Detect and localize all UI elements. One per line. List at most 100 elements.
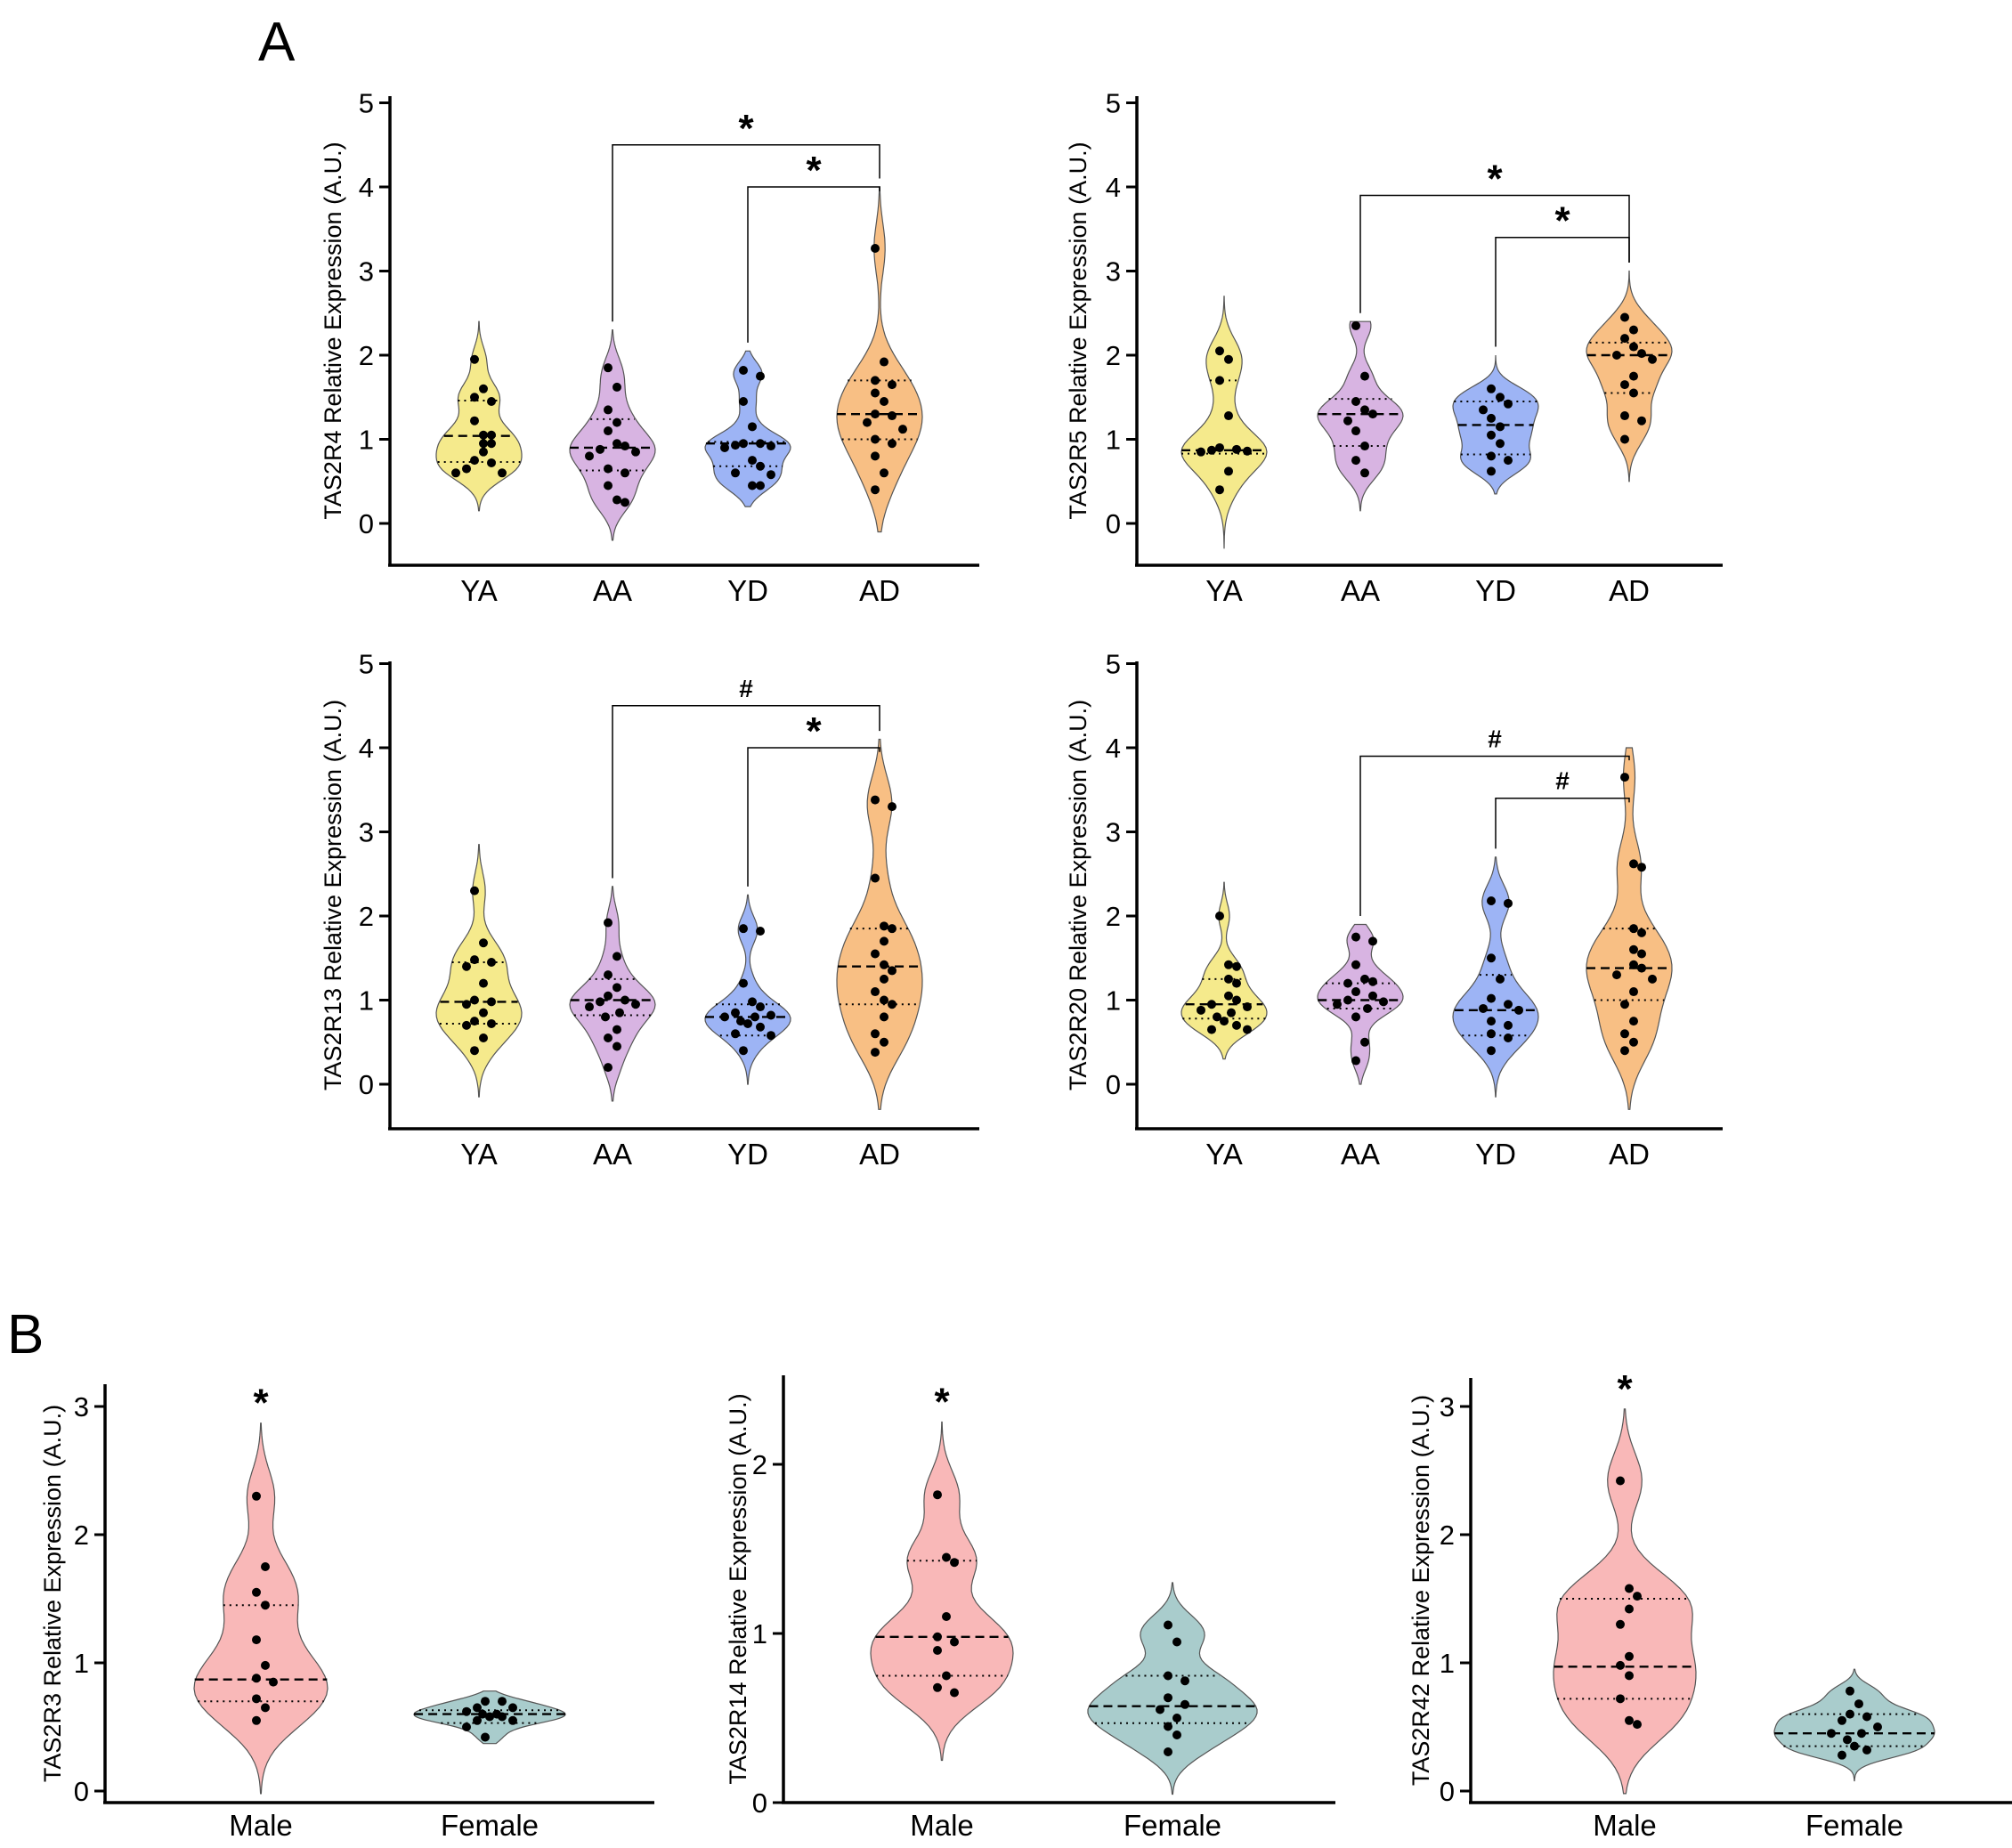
data-point [1487, 953, 1496, 963]
data-point [1197, 447, 1205, 457]
data-point [1232, 995, 1241, 1005]
data-point [1620, 434, 1629, 444]
data-point [1496, 439, 1505, 449]
chart-tas2r3: 0 1 2 3 TAS2R3 Relative Expression (A.U.) Mal… [39, 1382, 654, 1842]
y-tick-label: 2 [1106, 901, 1121, 932]
violin-body [1586, 270, 1673, 482]
data-point [487, 1018, 496, 1028]
data-point [479, 439, 488, 449]
data-point [1843, 1735, 1852, 1745]
data-point [621, 442, 629, 451]
data-point [1351, 932, 1360, 942]
data-point [585, 451, 594, 461]
data-point [1368, 977, 1377, 986]
data-point [1487, 993, 1496, 1003]
data-point [888, 924, 896, 934]
violin-body [1317, 923, 1404, 1085]
y-tick-label: 1 [1106, 985, 1121, 1017]
data-point [462, 464, 471, 474]
violin-body [1452, 354, 1539, 495]
data-point [1232, 978, 1241, 988]
data-point [1156, 1705, 1164, 1714]
data-point [1612, 970, 1621, 980]
data-point [888, 411, 896, 421]
data-point [1873, 1722, 1882, 1731]
data-point [1616, 1694, 1625, 1704]
significance-label: # [1488, 725, 1502, 752]
y-tick-label: 4 [359, 172, 374, 203]
data-point [1496, 393, 1505, 402]
data-point [462, 1722, 471, 1731]
data-point [756, 439, 765, 449]
data-point [1360, 405, 1369, 415]
data-point [871, 485, 880, 495]
violin-body [1553, 1408, 1697, 1795]
data-point [1180, 1676, 1189, 1686]
data-point [252, 1715, 261, 1725]
data-point [252, 1674, 261, 1683]
significance-bracket [612, 705, 880, 879]
data-point [470, 955, 479, 965]
data-point [261, 1660, 270, 1670]
data-point [487, 430, 496, 440]
significance-label: * [738, 107, 754, 150]
data-point [880, 995, 888, 1005]
data-point [1496, 422, 1505, 432]
data-point [604, 1063, 613, 1073]
data-point [1862, 1745, 1871, 1755]
y-tick-label: 1 [1440, 1648, 1455, 1679]
y-tick-label: 2 [359, 901, 374, 932]
data-point [487, 439, 496, 449]
data-point [473, 1703, 482, 1713]
y-axis-title: TAS2R13 Relative Expression (A.U.) [320, 700, 346, 1090]
data-point [1504, 898, 1513, 908]
x-category-label: YA [460, 1138, 498, 1171]
y-tick-label: 0 [1106, 508, 1121, 539]
x-category-label: Male [910, 1809, 974, 1842]
violin-aa [1317, 923, 1404, 1085]
data-point [1629, 1037, 1638, 1047]
data-point [1164, 1722, 1172, 1731]
data-point [470, 416, 479, 426]
data-point [1496, 974, 1505, 984]
data-point [1215, 346, 1224, 356]
data-point [470, 1017, 479, 1026]
data-point [1629, 371, 1638, 381]
data-point [1616, 1476, 1625, 1486]
y-tick-label: 1 [752, 1618, 767, 1649]
data-point [1620, 773, 1629, 782]
data-point [1224, 991, 1233, 1001]
significance-bracket [612, 144, 880, 322]
data-point [1857, 1729, 1866, 1739]
data-point [871, 949, 880, 959]
data-point [1343, 995, 1352, 1005]
data-point [871, 243, 880, 253]
y-axis-title: TAS2R42 Relative Expression (A.U.) [1408, 1395, 1434, 1786]
data-point [1224, 466, 1233, 476]
y-tick-label: 3 [74, 1391, 89, 1422]
data-point [252, 1587, 261, 1597]
data-point [1363, 1003, 1372, 1013]
violin-ya [1180, 881, 1268, 1060]
x-category-label: Male [229, 1809, 293, 1842]
violin-body [1180, 296, 1268, 549]
data-point [1637, 928, 1646, 937]
data-point [487, 396, 496, 406]
violin-female [1087, 1582, 1258, 1795]
data-point [508, 1703, 517, 1713]
data-point [1215, 485, 1224, 495]
significance-marker: * [253, 1382, 269, 1425]
data-point [898, 425, 907, 434]
significance-bracket [1495, 236, 1630, 347]
data-point [1379, 997, 1388, 1007]
data-point [1504, 399, 1513, 409]
data-point [1351, 456, 1360, 466]
significance-bracket [1359, 194, 1630, 313]
data-point [1215, 912, 1224, 920]
violin-ad [1586, 747, 1673, 1110]
data-point [731, 441, 740, 450]
data-point [462, 1706, 471, 1716]
significance-label: * [1487, 157, 1503, 200]
data-point [731, 1029, 740, 1039]
significance-label: # [1555, 767, 1570, 795]
